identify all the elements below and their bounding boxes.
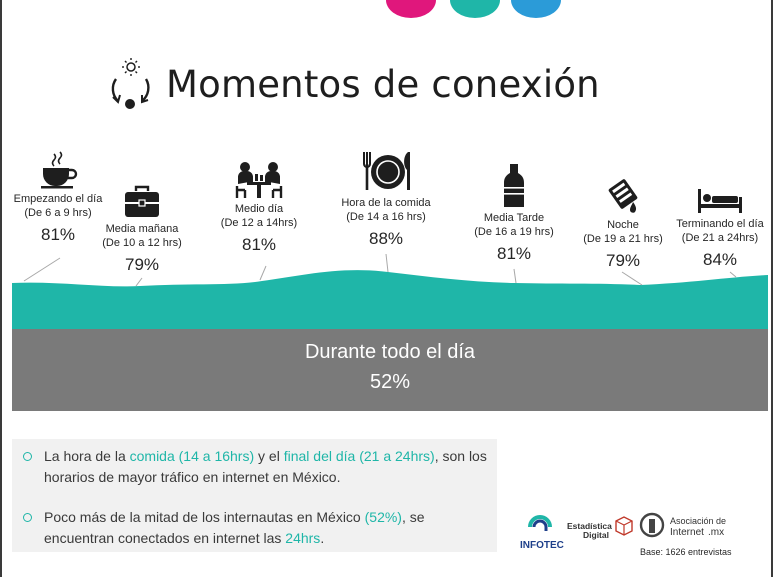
moment-label: Hora de la comida bbox=[341, 197, 431, 209]
insight-part: y el bbox=[254, 448, 284, 464]
moon-cup-icon bbox=[608, 179, 638, 213]
bottle-icon bbox=[504, 164, 524, 207]
coffee-cup-icon bbox=[41, 151, 78, 189]
bed-icon bbox=[698, 189, 742, 213]
moment-media-tarde: Media Tarde (De 16 a 19 hrs) 81% bbox=[466, 163, 562, 264]
insights-box: La hora de la comida (14 a 16hrs) y el f… bbox=[12, 439, 497, 552]
moment-range: (De 16 a 19 hrs) bbox=[474, 226, 554, 238]
moment-media-manana: Media mañana (De 10 a 12 hrs) 79% bbox=[94, 184, 190, 275]
all-day-label: Durante todo el día bbox=[304, 341, 476, 363]
moment-comida: Hora de la comida (De 14 a 16 hrs) 88% bbox=[334, 148, 438, 249]
insight-highlight: (52%) bbox=[364, 509, 402, 525]
all-day-box: Durante todo el día 52% bbox=[12, 329, 768, 411]
moment-range: (De 10 a 12 hrs) bbox=[102, 237, 182, 249]
moment-range: (De 14 a 16 hrs) bbox=[346, 211, 426, 223]
bullet-circle-icon bbox=[23, 452, 32, 461]
insight-text: La hora de la comida (14 a 16hrs) y el f… bbox=[44, 446, 494, 488]
day-cycle-icon bbox=[111, 58, 150, 109]
moment-value: 84% bbox=[702, 250, 738, 269]
asociacion-internet-logo: Asociación de Internet .mx bbox=[639, 512, 726, 538]
insight-part: , son los horarios de mayor tráfico en i… bbox=[44, 448, 487, 485]
internet-text: Internet bbox=[670, 527, 704, 538]
pink-dot bbox=[386, 0, 436, 18]
insight-bullet: La hora de la comida (14 a 16hrs) y el f… bbox=[23, 446, 494, 488]
insight-text: Poco más de la mitad de los internautas … bbox=[44, 507, 494, 549]
insight-part: . bbox=[320, 530, 325, 546]
insight-part: Poco más de la mitad de los internautas … bbox=[44, 509, 365, 525]
moment-value: 81% bbox=[496, 244, 532, 263]
moment-empezando: Empezando el día (De 6 a 9 hrs) 81% bbox=[10, 150, 106, 245]
digital-text: Digital bbox=[583, 530, 609, 540]
insight-bullet: Poco más de la mitad de los internautas … bbox=[23, 507, 494, 549]
insight-highlight: final del día (21 a 24hrs) bbox=[283, 448, 435, 464]
moment-value: 81% bbox=[241, 235, 277, 254]
moment-value: 79% bbox=[124, 255, 160, 274]
estadistica-text: Estadística bbox=[567, 521, 612, 531]
moment-noche: Noche (De 19 a 21 hrs) 79% bbox=[575, 176, 671, 271]
insight-highlight: 24hrs bbox=[285, 530, 321, 546]
moment-range: (De 6 a 9 hrs) bbox=[24, 207, 92, 219]
connection-wave bbox=[12, 253, 768, 329]
moment-label: Terminando el día bbox=[676, 218, 764, 230]
insight-part: , se encuentran conectados en internet l… bbox=[44, 509, 425, 546]
moment-value: 88% bbox=[368, 229, 404, 248]
moment-label: Medio día bbox=[234, 203, 284, 215]
moment-label: Media Tarde bbox=[483, 212, 545, 224]
estadistica-digital-logo: Estadística Digital bbox=[567, 516, 633, 540]
sponsor-logos: INFOTEC Estadística Digital Asociación d… bbox=[520, 512, 726, 551]
moment-value: 79% bbox=[605, 251, 641, 270]
infotec-text: INFOTEC bbox=[520, 540, 564, 551]
teal-dot bbox=[450, 0, 500, 18]
plate-cutlery-icon bbox=[363, 152, 410, 190]
moment-medio-dia: Medio día (De 12 a 14hrs) 81% bbox=[211, 160, 307, 255]
meeting-people-icon bbox=[235, 162, 283, 198]
moment-range: (De 12 a 14hrs) bbox=[220, 217, 298, 229]
asociacion-text: Asociación de bbox=[670, 516, 726, 526]
briefcase-icon bbox=[125, 185, 159, 217]
moment-label: Media mañana bbox=[105, 223, 179, 235]
mx-text: .mx bbox=[708, 527, 724, 538]
insight-part: La hora de la bbox=[44, 448, 130, 464]
moment-terminando: Terminando el día (De 21 a 24hrs) 84% bbox=[670, 187, 770, 270]
moment-range: (De 19 a 21 hrs) bbox=[583, 233, 663, 245]
moment-value: 81% bbox=[40, 225, 76, 244]
infotec-logo: INFOTEC bbox=[520, 515, 564, 551]
bullet-circle-icon bbox=[23, 513, 32, 522]
moment-label: Empezando el día bbox=[13, 193, 103, 205]
base-note: Base: 1626 entrevistas bbox=[640, 547, 732, 557]
blue-dot bbox=[511, 0, 561, 18]
page-title: Momentos de conexión bbox=[166, 62, 600, 106]
all-day-value: 52% bbox=[369, 371, 411, 393]
insight-highlight: comida (14 a 16hrs) bbox=[129, 448, 255, 464]
title-row: Momentos de conexión bbox=[104, 56, 600, 112]
moment-range: (De 21 a 24hrs) bbox=[681, 232, 759, 244]
moment-label: Noche bbox=[607, 219, 639, 231]
